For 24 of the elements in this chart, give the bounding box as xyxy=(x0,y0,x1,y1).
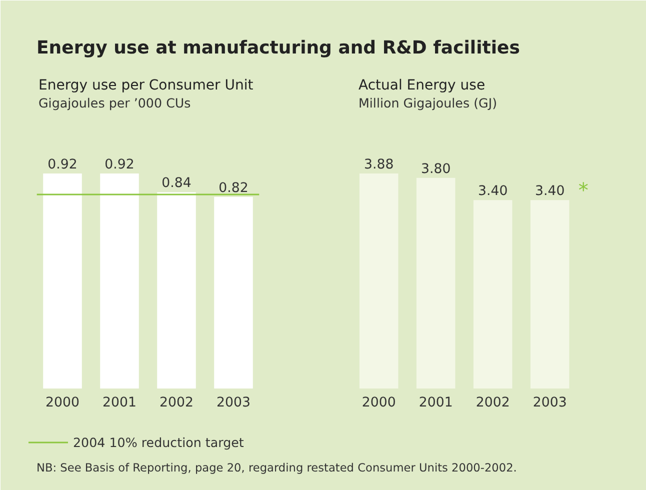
chart-title: Actual Energy use xyxy=(358,78,486,94)
x-tick-label: 2003 xyxy=(532,396,567,410)
data-label: 3.40 xyxy=(478,184,508,200)
data-label: 3.80 xyxy=(421,162,451,177)
text: NB: See Basis of Reporting, page 20, regarding restated Consumer Units 2000-2002. xyxy=(36,460,517,474)
data-label: 0.82 xyxy=(218,180,248,196)
x-tick-label: 2002 xyxy=(476,396,510,410)
x-tick-label: 2002 xyxy=(160,396,194,410)
x-tick-label: 2001 xyxy=(418,396,453,410)
data-label: 0.92 xyxy=(48,158,78,172)
x-tick-label: 2000 xyxy=(46,396,80,410)
data-label: 3.88 xyxy=(364,158,394,172)
text: * xyxy=(578,178,588,202)
x-tick-label: 2000 xyxy=(362,396,396,410)
x-tick-label: 2003 xyxy=(216,396,250,410)
chart-subtitle: Million Gigajoules (GJ) xyxy=(358,96,498,110)
text: Energy use at manufacturing and R&D facilities xyxy=(36,38,520,58)
data-label: 3.40 xyxy=(535,184,565,200)
data-label: 0.92 xyxy=(104,158,134,172)
data-label: 0.84 xyxy=(162,176,192,192)
chart-title: Energy use per Consumer Unit xyxy=(38,78,254,94)
x-tick-label: 2001 xyxy=(102,396,136,410)
legend-label: 2004 10% reduction target xyxy=(73,434,244,450)
chart-subtitle: Gigajoules per ’000 CUs xyxy=(38,96,191,110)
